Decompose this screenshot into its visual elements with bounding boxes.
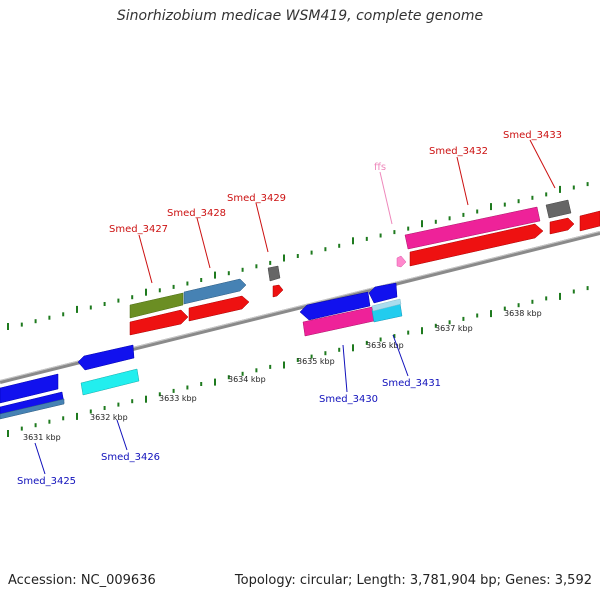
gene-label-smed-3433: Smed_3433 — [503, 130, 562, 141]
leader-smed-3430 — [342, 344, 348, 393]
gene-label-smed-3431: Smed_3431 — [382, 378, 441, 389]
upper-tick-track — [7, 182, 589, 330]
feature-smed-3425-cog-light — [0, 398, 65, 420]
feature-smed-3429-cds — [272, 284, 284, 298]
gene-label-smed-3432: Smed_3432 — [429, 146, 488, 157]
leader-smed-3426 — [116, 419, 128, 451]
leader-smed-3431 — [392, 334, 409, 377]
feature-smed-3426-cds — [77, 344, 135, 371]
feature-next-cds — [579, 210, 600, 232]
feature-smed-3427-cog — [129, 292, 184, 319]
feature-smed-3425-cds — [0, 373, 59, 404]
accession-text: Accession: NC_009636 — [8, 573, 156, 588]
feature-smed-3431-cog-stripe — [371, 298, 402, 312]
feature-smed-3432-cog — [404, 206, 541, 250]
gene-label-smed-3427: Smed_3427 — [109, 224, 168, 235]
feature-smed-3428-cog — [183, 278, 247, 305]
leader-smed-3427 — [138, 234, 153, 284]
reverse-features — [0, 282, 403, 420]
feature-smed-3430-cds — [299, 291, 371, 321]
feature-ffs — [396, 255, 407, 268]
lower-tick-track — [7, 286, 589, 437]
page-title: Sinorhizobium medicae WSM419, complete g… — [116, 8, 484, 24]
leader-smed-3429 — [255, 202, 269, 253]
feature-smed-3433-cds — [549, 217, 575, 235]
scale-label: 3634 kbp — [228, 375, 266, 384]
scale-label: 3635 kbp — [297, 357, 335, 366]
leader-smed-3433 — [529, 139, 556, 189]
scale-label: 3632 kbp — [90, 413, 128, 422]
feature-smed-3432-cds — [409, 223, 544, 267]
gene-label-ffs: ffs — [374, 162, 386, 173]
feature-smed-3433-cog — [545, 199, 572, 219]
gene-label-smed-3426: Smed_3426 — [101, 452, 160, 463]
scale-labels: 3631 kbp 3632 kbp 3633 kbp 3634 kbp 3635… — [23, 309, 542, 442]
scale-label: 3638 kbp — [504, 309, 542, 318]
gene-label-smed-3428: Smed_3428 — [167, 208, 226, 219]
forward-features — [129, 199, 600, 336]
leader-smed-3428 — [196, 217, 211, 269]
leader-smed-3425 — [34, 442, 46, 475]
gene-label-smed-3429: Smed_3429 — [227, 193, 286, 204]
gene-labels: Smed_3425 Smed_3426 Smed_3427 Smed_3428 … — [17, 130, 562, 487]
scale-label: 3631 kbp — [23, 433, 61, 442]
feature-smed-3427-cds — [129, 309, 189, 336]
gene-label-smed-3425: Smed_3425 — [17, 476, 76, 487]
scale-label: 3636 kbp — [366, 341, 404, 350]
genome-summary-text: Topology: circular; Length: 3,781,904 bp… — [234, 573, 592, 588]
leader-ffs — [379, 171, 393, 225]
feature-smed-3428-cds — [188, 295, 250, 322]
scale-label: 3637 kbp — [435, 324, 473, 333]
scale-label: 3633 kbp — [159, 394, 197, 403]
label-leaders — [34, 139, 556, 475]
feature-smed-3426-cog — [80, 368, 140, 396]
feature-smed-3429-cog — [267, 265, 281, 282]
leader-smed-3432 — [456, 156, 469, 206]
gene-label-smed-3430: Smed_3430 — [319, 394, 378, 405]
feature-smed-3431-cds — [368, 282, 398, 304]
